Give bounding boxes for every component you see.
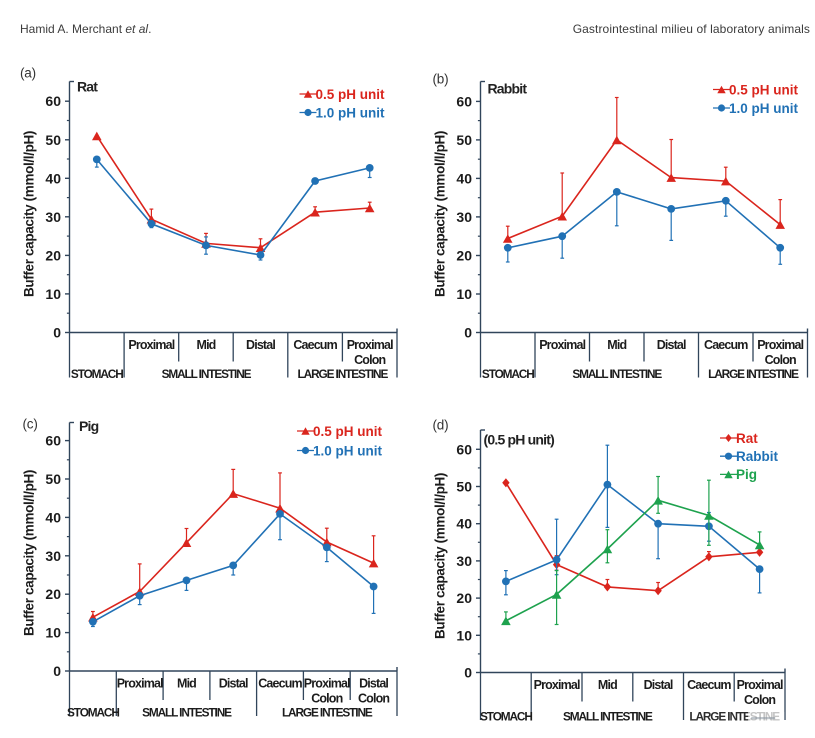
svg-text:SMALL INTESTINE: SMALL INTESTINE (572, 367, 662, 381)
svg-text:Pig: Pig (79, 418, 99, 434)
svg-text:10: 10 (45, 625, 61, 641)
svg-text:Caecum: Caecum (258, 677, 302, 691)
svg-text:(d): (d) (433, 418, 449, 433)
svg-text:Mid: Mid (177, 677, 196, 691)
svg-text:Rabbit: Rabbit (488, 81, 528, 97)
svg-text:STOMACH: STOMACH (71, 367, 123, 381)
svg-text:Proximal: Proximal (737, 678, 783, 692)
svg-text:Buffer capacity (mmol/l/pH): Buffer capacity (mmol/l/pH) (22, 131, 37, 297)
svg-text:Colon: Colon (358, 692, 389, 706)
svg-text:0.5 pH unit: 0.5 pH unit (316, 87, 386, 102)
svg-text:40: 40 (45, 509, 61, 525)
svg-text:0.5 pH unit: 0.5 pH unit (729, 82, 799, 97)
svg-text:Hamid A. Merchant et al.: Hamid A. Merchant et al. (20, 22, 151, 36)
svg-text:50: 50 (45, 471, 61, 487)
svg-text:STOMACH: STOMACH (482, 367, 534, 381)
svg-text:Proximal: Proximal (757, 338, 803, 352)
svg-text:0: 0 (53, 663, 61, 679)
svg-text:60: 60 (456, 441, 472, 457)
svg-text:Colon: Colon (311, 692, 342, 706)
svg-text:Proximal: Proximal (534, 678, 580, 692)
svg-text:SMALL INTESTINE: SMALL INTESTINE (142, 706, 232, 720)
svg-text:50: 50 (45, 132, 61, 148)
svg-text:Buffer capacity (mmol/l/pH): Buffer capacity (mmol/l/pH) (433, 131, 448, 297)
svg-text:20: 20 (456, 590, 472, 606)
svg-text:50: 50 (456, 132, 472, 148)
svg-text:SMALL INTESTINE: SMALL INTESTINE (162, 367, 252, 381)
svg-text:Mid: Mid (598, 678, 617, 692)
svg-text:Gastrointestinal milieu of lab: Gastrointestinal milieu of laboratory an… (573, 22, 810, 36)
svg-text:40: 40 (456, 170, 472, 186)
svg-text:Rat: Rat (736, 431, 758, 446)
svg-text:30: 30 (456, 209, 472, 225)
svg-text:40: 40 (45, 170, 61, 186)
svg-text:Rat: Rat (77, 79, 98, 95)
svg-text:40: 40 (456, 516, 472, 532)
svg-text:Distal: Distal (246, 338, 275, 352)
svg-text:SMALL INTESTINE: SMALL INTESTINE (563, 710, 653, 724)
svg-text:STOMACH: STOMACH (480, 710, 532, 724)
svg-text:Caecum: Caecum (687, 678, 731, 692)
svg-text:10: 10 (45, 286, 61, 302)
svg-text:Buffer capacity (mmol/l/pH): Buffer capacity (mmol/l/pH) (433, 473, 448, 639)
svg-text:Proximal: Proximal (347, 338, 393, 352)
svg-text:LARGE INTESTINE: LARGE INTESTINE (298, 367, 389, 381)
svg-text:Pig: Pig (736, 467, 757, 482)
svg-text:Buffer capacity (mmol/l/pH): Buffer capacity (mmol/l/pH) (22, 470, 37, 636)
svg-text:Caecum: Caecum (293, 338, 337, 352)
svg-text:10: 10 (456, 286, 472, 302)
svg-text:LARGE INTESTINE: LARGE INTESTINE (282, 706, 373, 720)
svg-text:Proximal: Proximal (304, 677, 350, 691)
svg-text:0.5 pH unit: 0.5 pH unit (313, 424, 383, 439)
svg-text:Proximal: Proximal (539, 338, 585, 352)
svg-text:20: 20 (45, 586, 61, 602)
svg-text:Colon: Colon (744, 693, 775, 707)
svg-text:60: 60 (456, 93, 472, 109)
svg-text:50: 50 (456, 479, 472, 495)
svg-text:Colon: Colon (765, 353, 796, 367)
svg-text:LARGE INTESTINE: LARGE INTESTINE (708, 367, 799, 381)
svg-text:Proximal: Proximal (128, 338, 174, 352)
svg-text:Mid: Mid (607, 338, 626, 352)
svg-text:0: 0 (53, 325, 61, 341)
svg-text:30: 30 (45, 209, 61, 225)
svg-text:(a): (a) (20, 66, 36, 81)
svg-text:Rabbit: Rabbit (736, 449, 779, 464)
svg-text:(b): (b) (433, 72, 449, 87)
svg-text:1.0 pH unit: 1.0 pH unit (316, 105, 386, 120)
svg-text:30: 30 (456, 553, 472, 569)
svg-text:Distal: Distal (219, 677, 248, 691)
svg-text:0: 0 (464, 665, 472, 681)
svg-text:STOMACH: STOMACH (67, 706, 119, 720)
svg-text:20: 20 (45, 247, 61, 263)
svg-text:30: 30 (45, 548, 61, 564)
svg-text:(0.5 pH unit): (0.5 pH unit) (484, 432, 555, 448)
svg-text:10: 10 (456, 627, 472, 643)
svg-text:(c): (c) (23, 417, 38, 432)
svg-text:Colon: Colon (354, 353, 385, 367)
svg-text:Mid: Mid (197, 338, 216, 352)
svg-text:Proximal: Proximal (117, 677, 163, 691)
svg-text:1.0 pH unit: 1.0 pH unit (313, 443, 383, 458)
svg-text:20: 20 (456, 248, 472, 264)
svg-text:Caecum: Caecum (704, 338, 748, 352)
svg-text:60: 60 (45, 93, 61, 109)
svg-text:1.0 pH unit: 1.0 pH unit (729, 101, 799, 116)
svg-text:Distal: Distal (359, 677, 388, 691)
svg-text:Distal: Distal (644, 678, 673, 692)
svg-text:Distal: Distal (657, 338, 686, 352)
svg-text:0: 0 (464, 325, 472, 341)
svg-text:60: 60 (45, 433, 61, 449)
